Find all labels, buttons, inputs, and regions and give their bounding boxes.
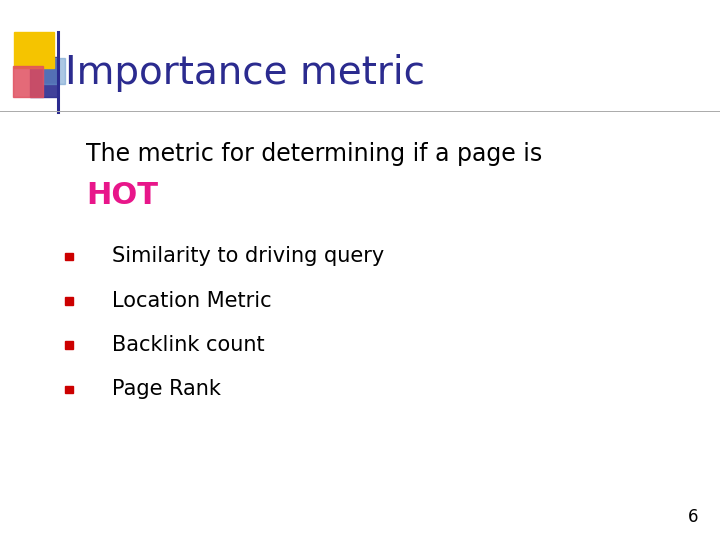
Text: Location Metric: Location Metric bbox=[112, 291, 271, 311]
Text: Similarity to driving query: Similarity to driving query bbox=[112, 246, 384, 267]
Text: The metric for determining if a page is: The metric for determining if a page is bbox=[86, 142, 543, 166]
Bar bbox=[14, 32, 54, 68]
Bar bbox=[65, 297, 73, 305]
Bar bbox=[43, 58, 65, 84]
Text: 6: 6 bbox=[688, 509, 698, 526]
Text: HOT: HOT bbox=[86, 181, 158, 210]
Bar bbox=[65, 341, 73, 349]
Text: Backlink count: Backlink count bbox=[112, 335, 264, 355]
Bar bbox=[65, 253, 73, 260]
Text: Importance metric: Importance metric bbox=[65, 54, 425, 92]
Bar bbox=[13, 66, 43, 97]
Bar bbox=[30, 57, 58, 97]
Bar bbox=[65, 386, 73, 393]
Text: Page Rank: Page Rank bbox=[112, 379, 220, 400]
